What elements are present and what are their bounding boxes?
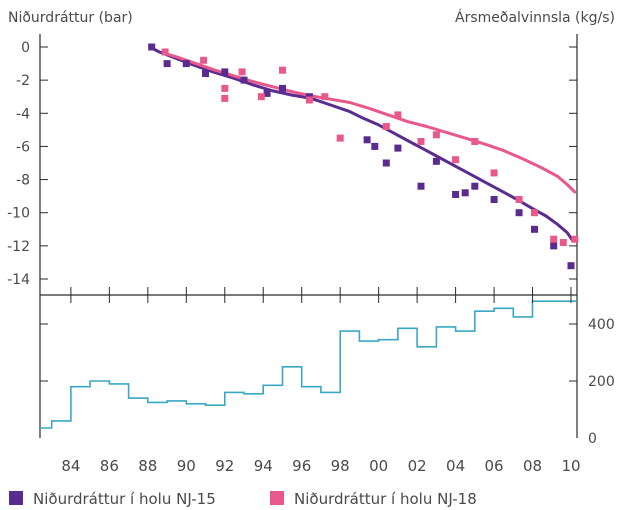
x-tick-label: 08	[523, 457, 542, 475]
data-point-nj15	[279, 84, 286, 92]
data-point-nj15	[471, 182, 479, 190]
data-point-nj15	[567, 262, 575, 270]
data-point-nj18	[531, 209, 538, 217]
data-point-nj15	[221, 68, 229, 76]
data-point-nj18	[550, 235, 558, 243]
production-ytick-label: 200	[588, 374, 615, 390]
data-point-nj15	[515, 209, 523, 217]
x-tick-label: 00	[369, 457, 388, 475]
x-tick-label: 84	[61, 457, 80, 475]
data-point-nj15	[382, 159, 390, 167]
data-point-nj18	[471, 138, 479, 145]
legend-swatch-nj15	[9, 491, 23, 505]
data-point-nj18	[238, 68, 246, 76]
data-point-nj15	[148, 43, 156, 51]
data-point-nj18	[279, 66, 286, 74]
data-point-nj18	[452, 156, 460, 164]
x-tick-label: 10	[561, 457, 580, 475]
data-point-nj18	[559, 239, 567, 246]
data-point-nj15	[363, 136, 371, 144]
data-point-nj15	[240, 76, 248, 84]
production-ytick-label: 400	[588, 317, 615, 333]
data-point-nj18	[432, 131, 440, 139]
data-point-nj18	[221, 94, 229, 102]
drawdown-ytick-label: 0	[21, 40, 30, 56]
x-tick-label: 02	[408, 457, 427, 475]
production-panel: 0 200 400	[40, 300, 615, 447]
data-point-nj15	[182, 60, 190, 68]
data-point-nj15	[371, 142, 379, 150]
left-axis-label: Niðurdráttur (bar)	[8, 10, 133, 26]
x-tick-label: 88	[138, 457, 157, 475]
drawdown-ytick-label: -14	[7, 272, 30, 288]
legend-item-nj18: Niðurdráttur í holu NJ-18	[270, 490, 477, 508]
data-point-nj18	[336, 134, 344, 142]
data-point-nj18	[221, 84, 229, 92]
drawdown-ytick-label: -8	[16, 173, 30, 189]
x-tick-label: 96	[292, 457, 311, 475]
data-point-nj18	[321, 93, 329, 101]
x-axis: 84 86 88 90 92 94 96 98 00 02 04 06 08 10	[61, 287, 581, 475]
legend-label-nj15: Niðurdráttur í holu NJ-15	[33, 490, 216, 508]
legend: Niðurdráttur í holu NJ-15 Niðurdráttur í…	[9, 490, 477, 508]
x-tick-label: 94	[254, 457, 273, 475]
legend-item-nj15: Niðurdráttur í holu NJ-15	[9, 490, 216, 508]
x-tick-label: 98	[331, 457, 350, 475]
data-point-nj15	[490, 196, 498, 203]
data-point-nj18	[515, 196, 523, 203]
data-point-nj15	[163, 60, 171, 68]
x-tick-label: 06	[485, 457, 504, 475]
data-point-nj18	[305, 96, 313, 104]
right-axis-label: Ársmeðalvinnsla (kg/s)	[455, 9, 615, 26]
x-tick-label: 90	[177, 457, 196, 475]
data-point-nj15	[394, 144, 402, 152]
data-point-nj18	[394, 111, 402, 119]
data-point-nj18	[257, 93, 265, 101]
drawdown-ytick-label: -4	[16, 106, 30, 122]
drawdown-panel: 0 -2 -4 -6 -8 -10 -12 -14	[7, 40, 579, 288]
data-point-nj15	[417, 182, 425, 190]
data-point-nj15	[263, 89, 271, 97]
drawdown-ytick-label: -2	[16, 73, 30, 89]
data-point-nj15	[432, 157, 440, 165]
x-tick-label: 86	[100, 457, 119, 475]
data-point-nj18	[382, 123, 390, 130]
drawdown-ytick-label: -10	[7, 206, 30, 222]
production-step-line	[40, 300, 577, 429]
data-point-nj15	[452, 191, 460, 198]
x-tick-label: 92	[215, 457, 234, 475]
data-point-nj15	[531, 225, 538, 233]
legend-label-nj18: Niðurdráttur í holu NJ-18	[294, 490, 477, 508]
trend-line-nj18	[163, 52, 577, 194]
data-point-nj18	[200, 56, 208, 64]
x-tick-label: 04	[446, 457, 465, 475]
data-point-nj15	[202, 70, 209, 77]
trend-line-nj15	[148, 45, 575, 243]
legend-swatch-nj18	[270, 491, 284, 505]
drawdown-ytick-label: -12	[7, 239, 30, 255]
data-point-nj15	[550, 242, 558, 250]
drawdown-ytick-label: -6	[16, 139, 30, 155]
data-point-nj15	[461, 189, 469, 197]
data-point-nj18	[417, 138, 425, 145]
data-point-nj18	[571, 235, 579, 243]
data-point-nj18	[490, 169, 498, 177]
data-point-nj18	[161, 48, 169, 56]
production-ytick-label: 0	[588, 431, 597, 447]
